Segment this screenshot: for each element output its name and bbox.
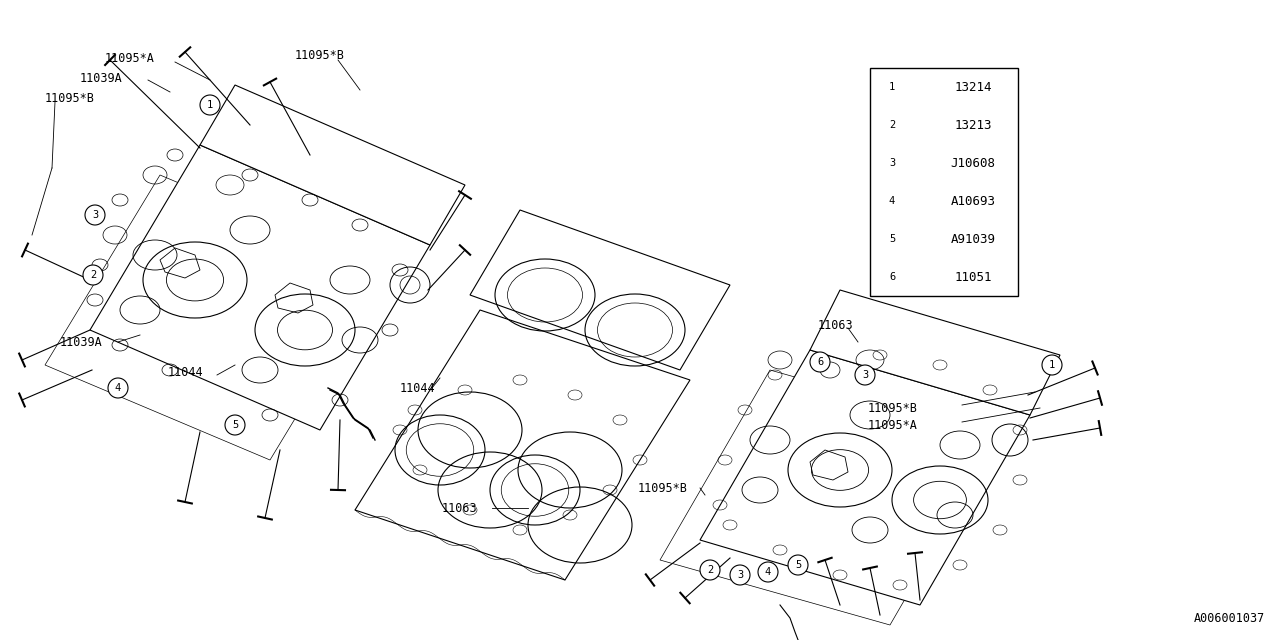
Text: A006001037: A006001037 (1194, 612, 1265, 625)
Text: J10608: J10608 (951, 157, 996, 170)
Text: 13214: 13214 (955, 81, 992, 93)
Circle shape (882, 115, 902, 135)
Circle shape (84, 205, 105, 225)
Circle shape (882, 229, 902, 249)
Text: 1: 1 (888, 82, 895, 92)
Text: 11095*A: 11095*A (105, 51, 155, 65)
Text: 2: 2 (888, 120, 895, 130)
Circle shape (1042, 355, 1062, 375)
Circle shape (810, 352, 829, 372)
Circle shape (882, 267, 902, 287)
Text: 2: 2 (707, 565, 713, 575)
Text: 11063: 11063 (818, 319, 854, 332)
Polygon shape (810, 290, 1060, 415)
Text: 4: 4 (765, 567, 771, 577)
Circle shape (788, 555, 808, 575)
Text: 11095*B: 11095*B (868, 401, 918, 415)
Text: 3: 3 (737, 570, 744, 580)
Text: 6: 6 (817, 357, 823, 367)
Circle shape (83, 265, 102, 285)
Text: 1: 1 (1048, 360, 1055, 370)
Text: 3: 3 (92, 210, 99, 220)
Text: 1: 1 (207, 100, 214, 110)
Circle shape (730, 565, 750, 585)
Text: A10693: A10693 (951, 195, 996, 207)
Polygon shape (355, 310, 690, 580)
Text: 11044: 11044 (168, 365, 204, 378)
Circle shape (882, 153, 902, 173)
Circle shape (758, 562, 778, 582)
Polygon shape (700, 350, 1030, 605)
Circle shape (225, 415, 244, 435)
Text: 4: 4 (115, 383, 122, 393)
Text: 11095*B: 11095*B (294, 49, 344, 61)
Polygon shape (470, 210, 730, 370)
Circle shape (108, 378, 128, 398)
Circle shape (882, 77, 902, 97)
Circle shape (200, 95, 220, 115)
Text: 11095*A: 11095*A (868, 419, 918, 431)
Text: A91039: A91039 (951, 232, 996, 246)
Bar (870, 68, 1018, 296)
Text: 5: 5 (795, 560, 801, 570)
Polygon shape (90, 145, 430, 430)
Text: 3: 3 (888, 158, 895, 168)
Text: 11039A: 11039A (79, 72, 123, 84)
Text: 11095*B: 11095*B (637, 481, 687, 495)
Text: 13213: 13213 (955, 118, 992, 131)
Text: 11063: 11063 (442, 502, 477, 515)
Circle shape (700, 560, 719, 580)
Text: 5: 5 (232, 420, 238, 430)
Polygon shape (45, 175, 385, 460)
Circle shape (855, 365, 876, 385)
Text: 11051: 11051 (955, 271, 992, 284)
Text: 3: 3 (861, 370, 868, 380)
Text: 11044: 11044 (399, 381, 435, 394)
Text: 11039A: 11039A (60, 335, 102, 349)
Polygon shape (660, 370, 1000, 625)
Circle shape (882, 191, 902, 211)
Text: 4: 4 (888, 196, 895, 206)
Text: 2: 2 (90, 270, 96, 280)
Text: 11095*B: 11095*B (45, 92, 95, 104)
Polygon shape (200, 85, 465, 245)
Text: 6: 6 (888, 272, 895, 282)
Text: 5: 5 (888, 234, 895, 244)
